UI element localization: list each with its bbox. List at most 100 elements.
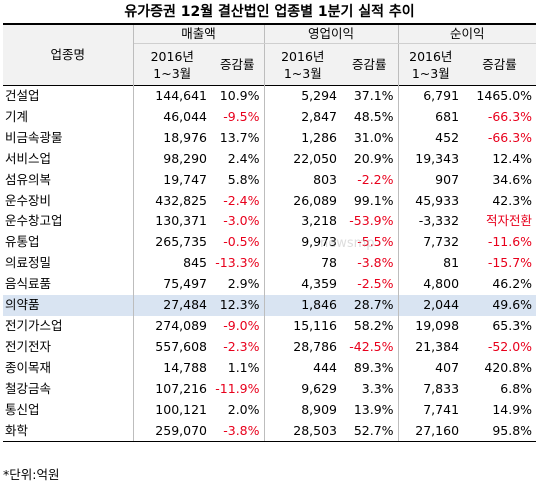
cell-op-change: 31.0% xyxy=(353,129,394,145)
cell-net-income: -3,332 xyxy=(397,211,464,233)
header-sales-period: 2016년 1~3월 xyxy=(133,43,211,86)
cell-operating-profit: 28,503 xyxy=(263,420,342,443)
cell-sector: 유통업 xyxy=(3,232,134,254)
cell-op-change: -2.2% xyxy=(357,171,394,187)
cell-sales: 259,070 xyxy=(133,420,211,443)
table-row: 운수장비 432,825 -2.4% 26,089 99.1% 45,933 42.3% xyxy=(3,190,536,212)
cell-op-change: 58.2% xyxy=(353,317,394,333)
header-sector: 업종명 xyxy=(3,24,134,86)
cell-sector: 서비스업 xyxy=(3,148,134,170)
cell-sales: 130,371 xyxy=(155,213,207,229)
cell-net-income: 21,384 xyxy=(397,336,464,358)
cell-net-change: 65.3% xyxy=(492,317,533,333)
cell-op-change: 28.7% xyxy=(341,295,399,316)
cell-sales-change: 2.0% xyxy=(227,401,260,417)
header-sales: 매출액 xyxy=(133,24,265,44)
cell-sector: 비금속광물 xyxy=(3,127,134,149)
cell-sales: 557,608 xyxy=(155,338,207,354)
cell-net-income: 81 xyxy=(397,253,464,275)
cell-sales: 432,825 xyxy=(155,192,207,208)
cell-sales-change: -9.5% xyxy=(223,108,260,124)
cell-sector: 통신업 xyxy=(3,399,134,421)
cell-sales: 27,484 xyxy=(133,295,211,316)
cell-net-change: 420.8% xyxy=(484,359,533,375)
cell-op-change: 48.5% xyxy=(353,108,394,124)
cell-operating-profit: 8,909 xyxy=(263,399,342,421)
table-row: 의약품 27,484 12.3% 1,846 28.7% 2,044 49.6% xyxy=(3,295,537,316)
cell-op-change: 52.7% xyxy=(341,420,399,443)
cell-sales-change: 2.4% xyxy=(227,150,260,166)
cell-sector: 건설업 xyxy=(3,85,134,107)
cell-op-change: -53.9% xyxy=(349,213,394,229)
cell-sales: 845 xyxy=(183,255,207,271)
table-row: 음식료품 75,497 2.9% 4,359 -2.5% 4,800 46.2% xyxy=(3,274,536,296)
cell-net-change: 42.3% xyxy=(492,192,533,208)
cell-net-change: -11.6% xyxy=(487,234,533,250)
cell-sales: 274,089 xyxy=(155,317,207,333)
cell-operating-profit: 5,294 xyxy=(263,85,342,107)
cell-sector: 운수장비 xyxy=(3,190,134,212)
cell-net-change: -66.3% xyxy=(487,129,533,145)
cell-operating-profit: 803 xyxy=(263,169,342,191)
cell-net-change: 1465.0% xyxy=(476,88,533,103)
cell-sector: 의약품 xyxy=(3,295,134,316)
header-op-change: 증감률 xyxy=(341,43,399,86)
cell-op-change: 37.1% xyxy=(353,88,394,103)
cell-sales-change: -9.0% xyxy=(223,317,260,333)
cell-sales: 14,788 xyxy=(163,359,207,375)
cell-sales-change: 2.9% xyxy=(227,276,260,292)
cell-op-change: 89.3% xyxy=(353,359,394,375)
cell-net-change: -52.0% xyxy=(487,338,533,354)
cell-net-change: -66.3% xyxy=(487,108,533,124)
cell-sales-change: -3.0% xyxy=(223,213,260,229)
table-row: 기계 46,044 -9.5% 2,847 48.5% 681 -66.3% xyxy=(3,106,536,128)
cell-sales-change: -11.9% xyxy=(215,380,260,396)
table-row: 서비스업 98,290 2.4% 22,050 20.9% 19,343 12.4% xyxy=(3,148,536,170)
cell-sales-change: 10.9% xyxy=(219,88,260,103)
cell-op-change: 20.9% xyxy=(353,150,394,166)
cell-sales: 265,735 xyxy=(155,234,207,250)
cell-net-change: 14.9% xyxy=(492,401,533,417)
cell-sales-change: -2.3% xyxy=(223,338,260,354)
cell-sector: 전기전자 xyxy=(3,336,134,358)
cell-operating-profit: 9,629 xyxy=(263,378,342,400)
cell-net-income: 452 xyxy=(397,127,464,149)
header-op-period: 2016년 1~3월 xyxy=(263,43,342,86)
table-row: 유통업 265,735 -0.5% 9,973 -5.5% 7,732 -11.6% xyxy=(3,232,536,254)
cell-sector: 철강금속 xyxy=(3,378,134,400)
table-row: 섬유의복 19,747 5.8% 803 -2.2% 907 34.6% xyxy=(3,169,536,191)
table-row: 종이목재 14,788 1.1% 444 89.3% 407 420.8% xyxy=(3,357,536,379)
cell-sector: 기계 xyxy=(3,106,134,128)
table-row: 의료정밀 845 -13.3% 78 -3.8% 81 -15.7% xyxy=(3,253,536,275)
cell-sales-change: -2.4% xyxy=(223,192,260,208)
cell-net-change: -15.7% xyxy=(487,255,533,271)
table-row: 비금속광물 18,976 13.7% 1,286 31.0% 452 -66.3% xyxy=(3,127,536,149)
cell-operating-profit: 9,973 xyxy=(263,232,342,254)
cell-operating-profit: 15,116 xyxy=(263,315,342,337)
cell-operating-profit: 78 xyxy=(263,253,342,275)
cell-net-income: 27,160 xyxy=(397,420,464,443)
cell-net-change: 49.6% xyxy=(463,295,537,316)
table-row: 화학 259,070 -3.8% 28,503 52.7% 27,160 95.8% xyxy=(3,420,537,443)
cell-sector: 섬유의복 xyxy=(3,169,134,191)
cell-sales: 75,497 xyxy=(163,276,207,292)
header-net-period: 2016년 1~3월 xyxy=(397,43,464,86)
table-row: 전기전자 557,608 -2.3% 28,786 -42.5% 21,384 -52.0% xyxy=(3,336,536,358)
cell-sales: 107,216 xyxy=(155,380,207,396)
cell-op-change: -5.5% xyxy=(357,234,394,250)
table-body: 건설업 144,641 10.9% 5,294 37.1% 6,791 1465.0% 기계 4… xyxy=(3,85,537,443)
cell-sector: 운수창고업 xyxy=(3,211,134,233)
cell-sales: 19,747 xyxy=(163,171,207,187)
cell-net-income: 7,732 xyxy=(397,232,464,254)
cell-net-income: 907 xyxy=(397,169,464,191)
cell-op-change: 99.1% xyxy=(353,192,394,208)
cell-operating-profit: 1,846 xyxy=(263,295,342,316)
cell-sales-change: 5.8% xyxy=(227,171,260,187)
header-net-change: 증감률 xyxy=(463,43,537,86)
cell-sales-change: -13.3% xyxy=(215,255,260,271)
cell-operating-profit: 444 xyxy=(263,357,342,379)
cell-sector: 전기가스업 xyxy=(3,315,134,337)
cell-operating-profit: 3,218 xyxy=(263,211,342,233)
table-row: 철강금속 107,216 -11.9% 9,629 3.3% 7,833 6.8% xyxy=(3,378,536,400)
cell-net-income: 45,933 xyxy=(397,190,464,212)
